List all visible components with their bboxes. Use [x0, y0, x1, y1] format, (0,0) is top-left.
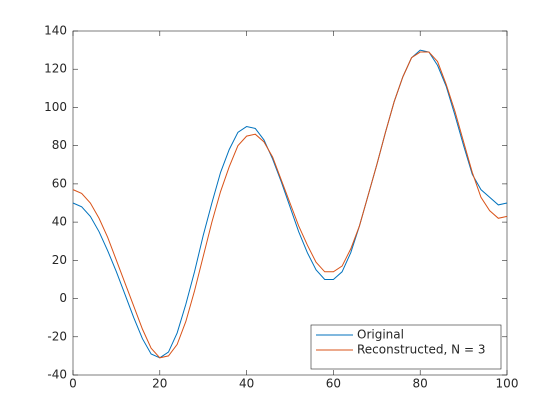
- y-tick-label: 0: [59, 291, 67, 305]
- x-tick-label: 80: [413, 377, 428, 391]
- x-tick-label: 60: [326, 377, 341, 391]
- y-tick-label: 60: [52, 176, 67, 190]
- x-tick-label: 100: [496, 377, 519, 391]
- x-tick-label: 20: [152, 377, 167, 391]
- line-series: [72, 49, 508, 359]
- line-series: [72, 51, 508, 359]
- legend-box: [310, 324, 502, 370]
- y-tick-label: -20: [47, 329, 67, 343]
- y-tick-label: 140: [44, 24, 67, 38]
- y-tick-label: 40: [52, 215, 67, 229]
- x-tick-label: 0: [69, 377, 77, 391]
- y-tick-label: 20: [52, 253, 67, 267]
- legend-label: Reconstructed, N = 3: [357, 343, 485, 357]
- y-tick-label: 100: [44, 100, 67, 114]
- y-tick-label: -40: [47, 368, 67, 382]
- x-tick-label: 40: [239, 377, 254, 391]
- legend-label: Original: [357, 328, 404, 342]
- y-tick-label: 120: [44, 62, 67, 76]
- y-tick-label: 80: [52, 138, 67, 152]
